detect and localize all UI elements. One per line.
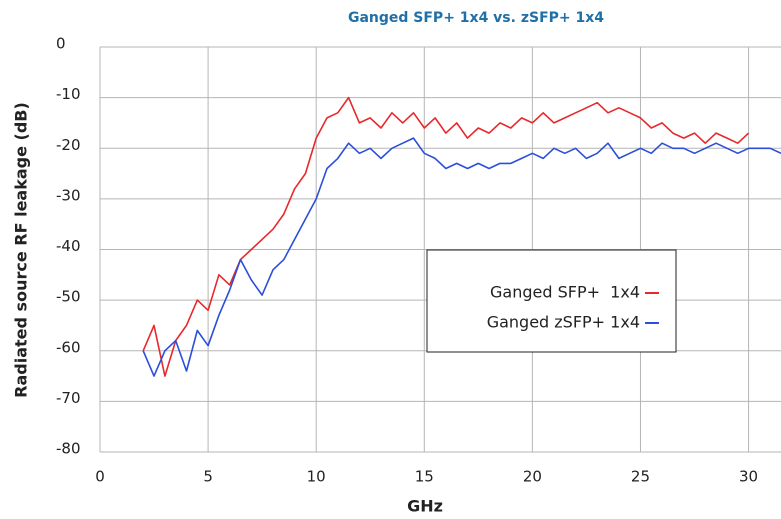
x-tick-label: 10 (307, 468, 326, 486)
y-tick-label: -30 (56, 186, 81, 204)
x-tick-label: 30 (739, 468, 758, 486)
x-tick-label: 5 (203, 468, 213, 486)
legend-box (426, 249, 677, 353)
x-tick-label: 0 (95, 468, 105, 486)
x-axis-label: GHz (407, 497, 443, 516)
x-tick-label: 20 (523, 468, 542, 486)
y-tick-label: -40 (56, 237, 81, 255)
y-tick-label: -10 (56, 85, 81, 103)
chart-title: Ganged SFP+ 1x4 vs. zSFP+ 1x4 (348, 10, 604, 26)
x-tick-label: 25 (631, 468, 650, 486)
y-tick-label: -80 (56, 440, 81, 458)
legend-label: Ganged zSFP+ 1x4 (487, 313, 640, 332)
y-tick-label: -60 (56, 338, 81, 356)
legend-label: Ganged SFP+ 1x4 (490, 283, 640, 302)
y-tick-label: -50 (56, 288, 81, 306)
legend: Ganged SFP+ 1x4 Ganged zSFP+ 1x4 (426, 249, 677, 353)
y-tick-label: -70 (56, 389, 81, 407)
y-tick-label: -20 (56, 136, 81, 154)
y-axis-label: Radiated source RF leakage (dB) (12, 102, 31, 398)
data-line (142, 96, 750, 377)
plot-lines (142, 96, 781, 377)
x-tick-label: 15 (415, 468, 434, 486)
data-line (142, 137, 781, 377)
y-tick-label: 0 (56, 35, 66, 53)
